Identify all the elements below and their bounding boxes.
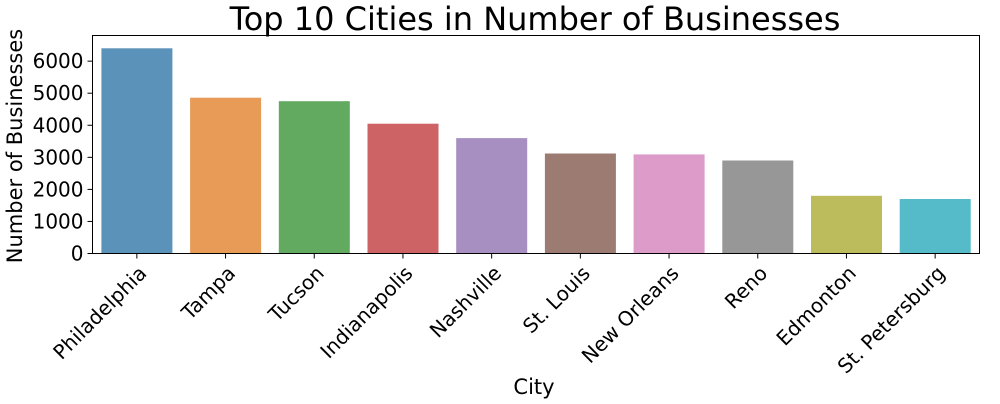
- bar-nashville: [456, 138, 528, 254]
- y-tick-label: 5000: [33, 81, 84, 105]
- y-tick-label: 1000: [33, 209, 84, 233]
- bar-st-petersburg: [899, 199, 971, 254]
- x-tick-label: Reno: [720, 261, 772, 313]
- x-tick-label: Nashville: [425, 261, 506, 342]
- bar-tucson: [278, 101, 350, 254]
- y-axis-label: Number of Businesses: [3, 29, 27, 263]
- y-ticks-group: 0 1000 2000 3000 4000 5000 6000: [33, 49, 93, 266]
- x-tick-label: Indianapolis: [315, 261, 417, 363]
- x-tick-label: Philadelphia: [48, 261, 151, 364]
- bar-reno: [722, 160, 794, 254]
- x-tick-label: Tampa: [176, 261, 240, 325]
- x-tick-label: St. Louis: [518, 261, 595, 338]
- x-tick-label: Tucson: [263, 261, 329, 327]
- chart-title: Top 10 Cities in Number of Businesses: [229, 0, 841, 38]
- plot-frame: [92, 35, 980, 254]
- bars-group: [101, 48, 971, 254]
- y-tick-label: 3000: [33, 145, 84, 169]
- x-tick-label: Edmonton: [771, 261, 860, 350]
- bar-philadelphia: [101, 48, 173, 254]
- bar-indianapolis: [367, 123, 439, 254]
- bar-st-louis: [544, 153, 616, 254]
- y-tick-label: 6000: [33, 49, 84, 73]
- y-tick-label: 0: [71, 242, 84, 266]
- y-tick-label: 2000: [33, 177, 84, 201]
- bar-edmonton: [811, 195, 882, 254]
- y-tick-label: 4000: [33, 113, 84, 137]
- bar-new-orleans: [633, 154, 705, 254]
- bar-tampa: [190, 97, 262, 254]
- x-axis-label: City: [513, 375, 554, 399]
